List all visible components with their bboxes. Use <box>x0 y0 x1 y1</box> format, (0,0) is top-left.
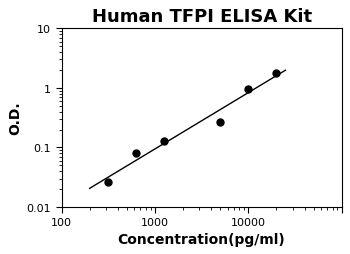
X-axis label: Concentration(pg/ml): Concentration(pg/ml) <box>118 232 286 246</box>
Point <box>133 151 139 155</box>
Point <box>245 88 251 92</box>
Point <box>217 120 223 124</box>
Point <box>161 139 167 143</box>
Point <box>105 181 111 185</box>
Title: Human TFPI ELISA Kit: Human TFPI ELISA Kit <box>92 8 312 26</box>
Point <box>274 71 279 75</box>
Y-axis label: O.D.: O.D. <box>8 101 22 135</box>
